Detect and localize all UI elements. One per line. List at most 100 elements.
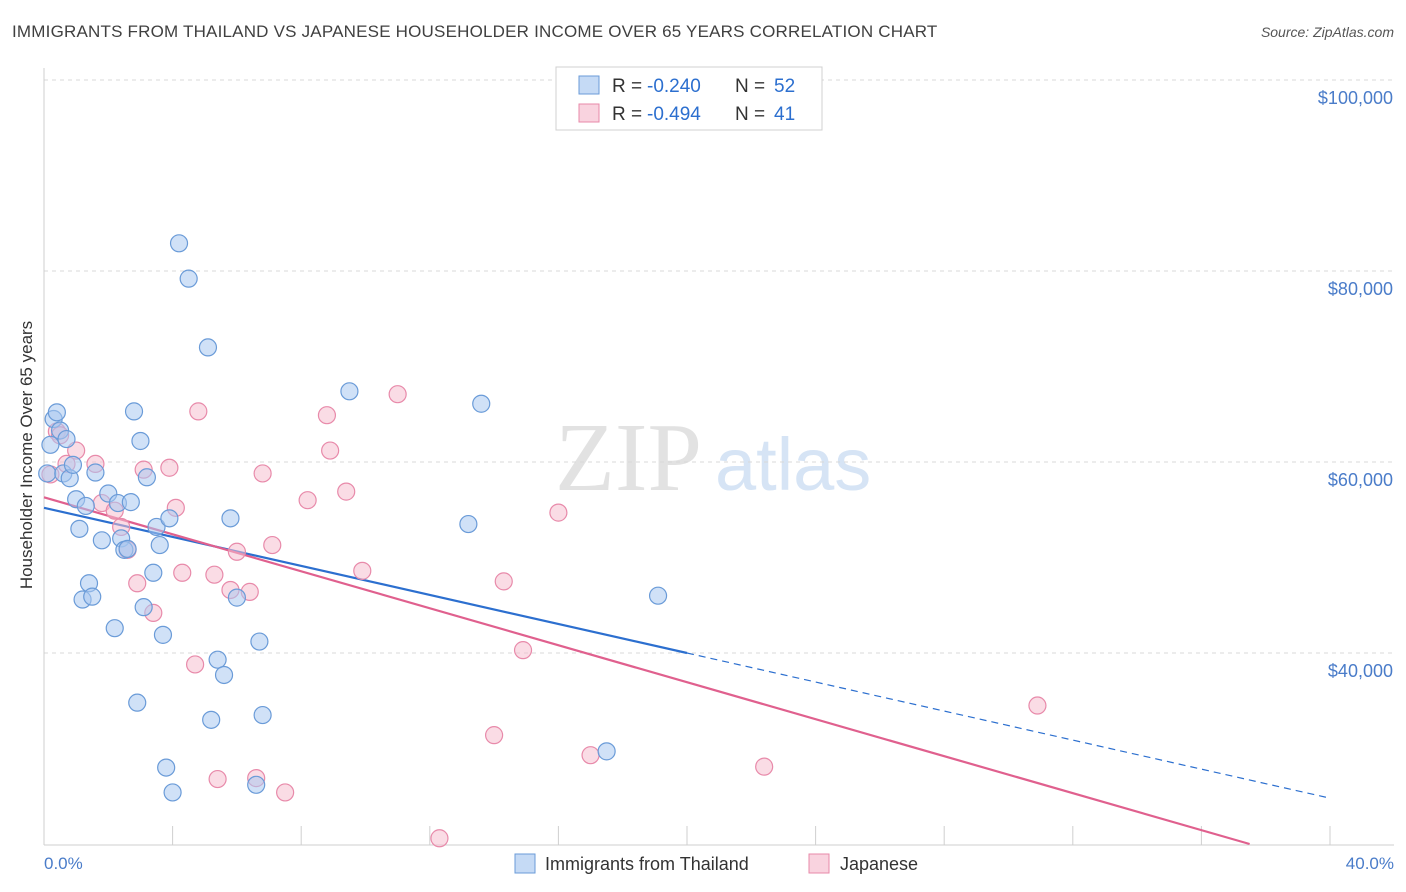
legend-r-label-pink: R = — [612, 104, 642, 125]
data-point-pink — [353, 561, 372, 580]
data-point-blue — [214, 665, 234, 685]
data-point-pink — [128, 574, 147, 593]
y-tick-label: $100,000 — [1318, 88, 1393, 108]
legend-n-label-blue: N = — [735, 76, 765, 97]
data-point-pink — [253, 464, 272, 483]
data-point-pink — [513, 641, 533, 660]
legend-r-value-blue: -0.240 — [647, 76, 701, 97]
data-point-pink — [1028, 696, 1047, 715]
legend-n-label-pink: N = — [735, 104, 765, 125]
data-point-pink — [337, 482, 356, 501]
data-point-blue — [597, 742, 616, 761]
data-point-blue — [105, 619, 124, 638]
data-point-pink — [298, 491, 317, 510]
data-point-pink — [321, 441, 340, 460]
data-point-blue — [38, 464, 57, 483]
data-point-blue — [121, 493, 140, 512]
data-point-blue — [253, 705, 272, 725]
legend-bottom-swatch-thailand — [514, 853, 536, 874]
data-point-blue — [648, 586, 668, 605]
data-point-pink — [755, 757, 774, 776]
data-point-blue — [202, 710, 221, 729]
data-point-blue — [208, 650, 227, 669]
legend-swatch-blue — [578, 75, 600, 95]
data-point-blue — [179, 269, 198, 288]
x-tick-label-max: 40.0% — [1346, 854, 1394, 873]
series-japanese — [41, 385, 1047, 848]
gridlines — [44, 79, 1394, 654]
data-point-pink — [494, 572, 513, 591]
legend-n-value-pink: 41 — [774, 104, 795, 125]
chart-title: IMMIGRANTS FROM THAILAND VS JAPANESE HOU… — [12, 22, 938, 41]
data-point-blue — [227, 588, 246, 607]
data-point-blue — [57, 429, 76, 449]
data-point-blue — [160, 509, 179, 528]
data-point-pink — [263, 535, 282, 555]
legend-r-label-blue: R = — [612, 76, 642, 97]
data-point-blue — [153, 625, 173, 644]
data-point-blue — [47, 403, 66, 422]
data-point-pink — [317, 406, 337, 425]
data-point-blue — [144, 563, 163, 582]
legend-n-value-blue: 52 — [774, 76, 795, 97]
data-point-blue — [124, 402, 144, 421]
data-point-blue — [472, 394, 491, 413]
legend-bottom-label-japanese: Japanese — [840, 854, 918, 874]
data-point-blue — [340, 382, 359, 401]
data-point-blue — [70, 519, 89, 538]
data-point-pink — [276, 783, 295, 802]
data-point-pink — [227, 542, 246, 561]
correlation-legend: R = -0.240 N = 52 R = -0.494 N = 41 — [555, 66, 823, 131]
series-legend: Immigrants from Thailand Japanese — [514, 853, 918, 874]
data-point-blue — [134, 598, 153, 617]
x-tick-label-min: 0.0% — [44, 854, 83, 873]
data-point-pink — [186, 655, 205, 674]
data-point-blue — [459, 514, 478, 534]
data-point-blue — [92, 531, 111, 550]
data-point-blue — [157, 758, 176, 777]
data-point-pink — [388, 385, 407, 404]
trend-line-blue-projected — [686, 652, 1331, 799]
data-point-blue — [131, 431, 150, 451]
data-point-pink — [485, 726, 504, 745]
series-thailand — [38, 234, 668, 802]
data-point-blue — [247, 775, 266, 794]
y-tick-label: $80,000 — [1328, 279, 1393, 299]
watermark-zip: ZIP — [555, 404, 702, 512]
legend-swatch-pink — [578, 103, 600, 123]
data-point-blue — [169, 234, 189, 253]
y-axis-tick-labels: $100,000 $80,000 $60,000 $40,000 — [1318, 88, 1393, 681]
watermark: ZIP atlas — [555, 404, 871, 512]
data-point-pink — [189, 402, 208, 421]
data-point-pink — [208, 769, 227, 789]
y-tick-label: $60,000 — [1328, 470, 1393, 490]
y-tick-label: $40,000 — [1328, 661, 1393, 681]
data-point-blue — [150, 535, 169, 555]
data-point-blue — [118, 539, 137, 559]
x-axis-ticks — [43, 826, 1331, 845]
y-axis-label: Householder Income Over 65 years — [17, 321, 36, 589]
data-point-blue — [76, 496, 95, 516]
source-label: Source: ZipAtlas.com — [1260, 24, 1394, 40]
data-point-pink — [173, 563, 192, 582]
data-point-blue — [128, 693, 147, 712]
data-point-blue — [63, 455, 83, 474]
data-point-blue — [86, 463, 105, 482]
data-point-pink — [549, 503, 568, 522]
data-point-blue — [198, 338, 218, 357]
data-point-pink — [430, 829, 449, 848]
data-point-blue — [41, 435, 60, 454]
data-point-pink — [581, 746, 600, 765]
data-point-blue — [221, 509, 240, 528]
data-point-blue — [250, 632, 269, 651]
data-point-pink — [160, 458, 179, 477]
legend-box — [555, 66, 823, 131]
data-point-blue — [83, 587, 102, 606]
data-point-blue — [137, 468, 156, 487]
legend-bottom-label-thailand: Immigrants from Thailand — [545, 854, 749, 874]
watermark-atlas: atlas — [715, 423, 871, 506]
data-point-blue — [147, 517, 166, 537]
legend-r-value-pink: -0.494 — [647, 104, 701, 125]
legend-bottom-swatch-japanese — [808, 853, 830, 874]
